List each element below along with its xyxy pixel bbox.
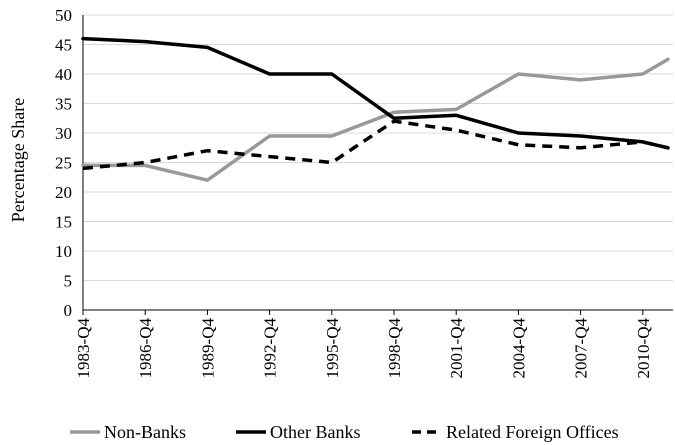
y-tick-labels: 0 5 10 15 20 25 30 35 40 45 50: [55, 6, 72, 320]
series-line-related-foreign-offices: [82, 119, 669, 171]
x-tick-label-0: 1983-Q4: [74, 318, 93, 379]
y-tick-label-30: 30: [55, 124, 72, 143]
y-tick-label-0: 0: [64, 301, 73, 320]
x-tick-label-9: 2010-Q4: [634, 318, 653, 379]
y-tick-label-25: 25: [55, 154, 72, 173]
x-tick-label-8: 2007-Q4: [572, 318, 591, 379]
legend-label-related-foreign-offices: Related Foreign Offices: [446, 422, 619, 442]
y-tick-label-40: 40: [55, 65, 72, 84]
x-tick-label-4: 1995-Q4: [323, 318, 342, 379]
legend-label-other-banks: Other Banks: [270, 422, 360, 442]
y-tick-label-10: 10: [55, 242, 72, 261]
y-tick-label-45: 45: [55, 36, 72, 55]
x-tick-label-5: 1998-Q4: [385, 318, 404, 379]
series-line-other-banks: [81, 36, 670, 150]
axes: [82, 15, 673, 311]
y-tick-label-5: 5: [64, 272, 73, 291]
y-tick-label-20: 20: [55, 183, 72, 202]
gridlines: [83, 14, 673, 281]
x-tick-label-7: 2004-Q4: [509, 318, 528, 379]
x-tick-label-3: 1992-Q4: [261, 318, 280, 379]
x-tick-label-1: 1986-Q4: [136, 318, 155, 379]
legend: Non-Banks Other Banks Related Foreign Offi…: [70, 422, 619, 442]
y-tick-label-15: 15: [55, 213, 72, 232]
x-tick-label-6: 2001-Q4: [447, 318, 466, 379]
y-axis-label: Percentage Share: [8, 98, 28, 222]
y-tick-label-50: 50: [55, 6, 72, 25]
x-tick-label-2: 1989-Q4: [198, 318, 217, 379]
series-line-non-banks: [81, 57, 670, 182]
legend-label-non-banks: Non-Banks: [104, 422, 186, 442]
y-tick-label-35: 35: [55, 95, 72, 114]
x-tick-labels: 1983-Q4 1986-Q4 1989-Q4 1992-Q4 1995-Q4 1998-…: [74, 310, 653, 378]
series-lines: [81, 36, 670, 182]
